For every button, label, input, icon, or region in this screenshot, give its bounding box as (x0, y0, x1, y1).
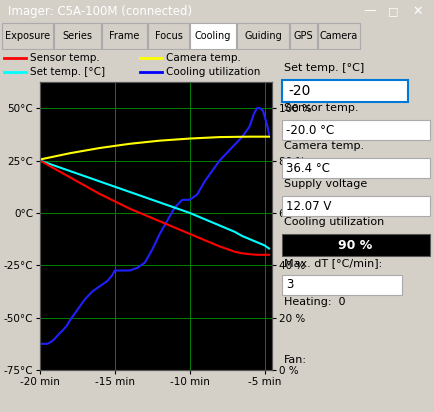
Bar (2, 23, 53, 49)
Text: Camera: Camera (320, 31, 358, 41)
Text: 12.07 V: 12.07 V (286, 199, 332, 213)
Bar (282, 234, 430, 256)
Text: Series: Series (62, 31, 92, 41)
Text: Max. dT [°C/min]:: Max. dT [°C/min]: (284, 258, 382, 268)
Text: Cooling: Cooling (195, 31, 231, 41)
Text: Camera temp.: Camera temp. (284, 141, 364, 151)
Bar (148, 23, 189, 49)
Text: 36.4 °C: 36.4 °C (286, 162, 330, 175)
Text: Set temp. [°C]: Set temp. [°C] (284, 63, 364, 73)
Text: Imager: C5A-100M (connected): Imager: C5A-100M (connected) (8, 5, 192, 17)
Text: -20: -20 (288, 84, 310, 98)
Text: GPS: GPS (294, 31, 313, 41)
Text: Camera temp.: Camera temp. (166, 53, 241, 63)
Text: Exposure: Exposure (5, 31, 50, 41)
Text: Heating:  0: Heating: 0 (284, 297, 345, 307)
Text: 3: 3 (286, 279, 293, 292)
Text: Cooling utilization: Cooling utilization (166, 67, 260, 77)
Bar (282, 158, 430, 178)
Text: Fan:: Fan: (284, 355, 307, 365)
Text: □: □ (388, 6, 398, 16)
Bar (282, 120, 430, 140)
Text: Supply voltage: Supply voltage (284, 179, 367, 189)
Bar (282, 275, 402, 295)
Text: -20.0 °C: -20.0 °C (286, 124, 334, 136)
Bar (190, 23, 236, 49)
Text: —: — (364, 5, 376, 17)
Bar (318, 23, 360, 49)
Text: ✕: ✕ (413, 5, 423, 17)
Text: Focus: Focus (155, 31, 182, 41)
Bar (290, 23, 317, 49)
Bar (282, 196, 430, 216)
Text: Sensor temp.: Sensor temp. (30, 53, 100, 63)
Bar (282, 80, 408, 102)
Text: Set temp. [°C]: Set temp. [°C] (30, 67, 105, 77)
Text: Guiding: Guiding (244, 31, 282, 41)
Text: 90 %: 90 % (338, 239, 372, 251)
Bar (102, 23, 147, 49)
Text: Cooling utilization: Cooling utilization (284, 217, 384, 227)
Text: Sensor temp.: Sensor temp. (284, 103, 358, 113)
Bar (54, 23, 101, 49)
Bar (237, 23, 289, 49)
Text: Frame: Frame (109, 31, 140, 41)
